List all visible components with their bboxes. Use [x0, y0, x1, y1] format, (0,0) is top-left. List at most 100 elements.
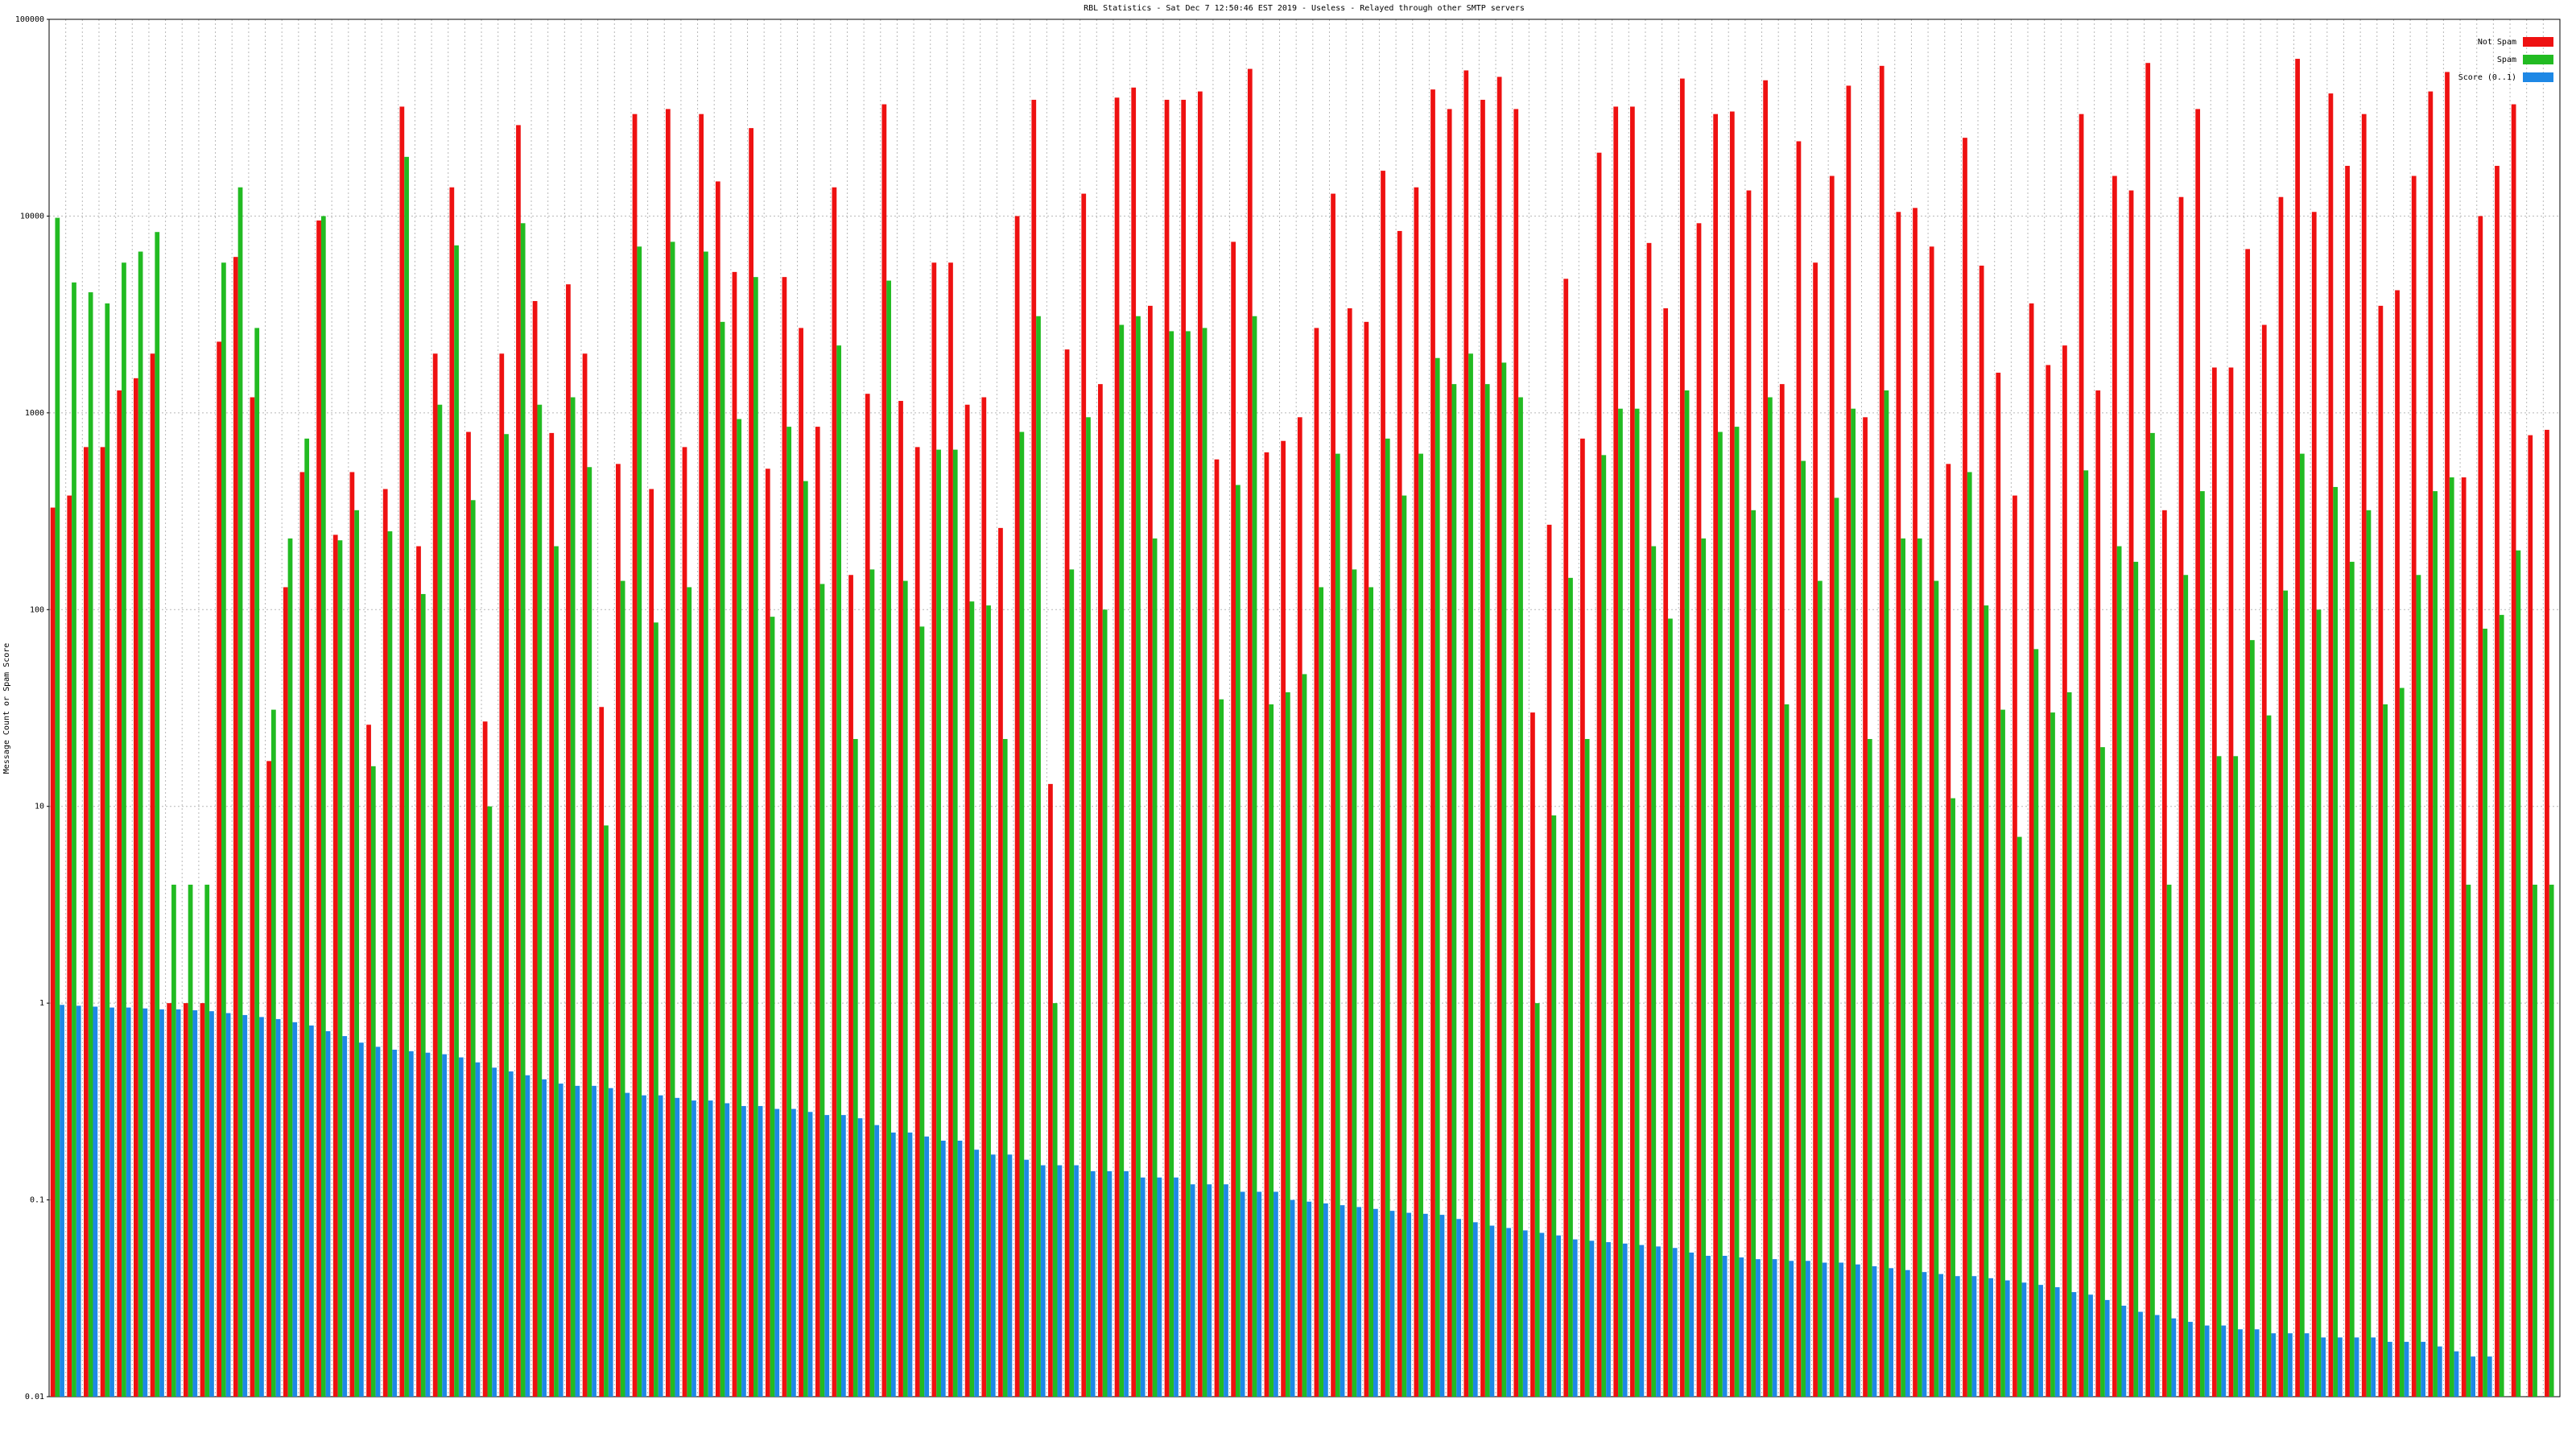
bar	[1813, 262, 1818, 1397]
bar	[1219, 699, 1224, 1397]
bar	[1817, 580, 1823, 1397]
bar	[807, 1112, 813, 1397]
bar	[1468, 353, 1473, 1397]
bar	[209, 1011, 214, 1397]
bar	[1530, 712, 1535, 1397]
bar	[188, 884, 193, 1397]
bar	[1522, 1230, 1528, 1397]
bar	[2250, 640, 2255, 1397]
bar	[2378, 305, 2384, 1397]
bar	[320, 216, 326, 1397]
bar	[366, 724, 371, 1397]
bar	[2311, 212, 2317, 1397]
bar	[2445, 72, 2450, 1397]
bar	[466, 431, 471, 1397]
bar	[1879, 65, 1885, 1397]
bar	[2545, 429, 2549, 1397]
bar	[2178, 196, 2184, 1397]
bar	[1955, 1276, 1960, 1397]
bar	[492, 1067, 497, 1397]
bar	[304, 438, 310, 1397]
bar	[138, 251, 143, 1397]
bar	[886, 280, 891, 1397]
bar	[753, 277, 758, 1397]
legend-label: Spam	[2497, 56, 2516, 64]
bar	[217, 341, 222, 1397]
y-tick-label: 0.01	[25, 1393, 44, 1402]
bar	[1929, 246, 1934, 1397]
bar	[2411, 175, 2417, 1397]
bar	[416, 546, 421, 1397]
bar	[1979, 265, 1984, 1397]
bar	[1090, 1170, 1096, 1397]
bar	[325, 1031, 331, 1397]
bar	[616, 464, 621, 1397]
bar	[1257, 1191, 1262, 1397]
bar	[803, 481, 808, 1397]
bar	[1556, 1235, 1561, 1397]
bar	[998, 527, 1003, 1397]
bar	[2121, 1305, 2127, 1397]
bar	[250, 397, 255, 1397]
bar	[914, 447, 920, 1397]
bar	[1946, 464, 1951, 1397]
bar	[2145, 63, 2151, 1397]
bar	[159, 1009, 164, 1397]
bar	[454, 245, 459, 1397]
bar	[2029, 303, 2034, 1397]
bar	[1656, 1246, 1661, 1397]
y-tick-label: 1	[39, 999, 44, 1008]
bar	[2383, 704, 2388, 1397]
bar	[1356, 1207, 1362, 1397]
bar	[1729, 111, 1735, 1397]
bar	[270, 709, 276, 1397]
bar	[865, 394, 870, 1397]
bar	[1186, 331, 1191, 1397]
bar	[542, 1079, 547, 1397]
bar	[2104, 1299, 2110, 1397]
bar	[537, 404, 543, 1397]
bar	[1718, 431, 1723, 1397]
bar	[387, 531, 393, 1397]
bar	[2421, 1341, 2426, 1397]
legend-label: Not Spam	[2478, 38, 2516, 47]
bar	[1684, 390, 1690, 1397]
bar	[732, 271, 737, 1397]
bar	[1224, 1184, 1228, 1397]
bar	[704, 251, 708, 1397]
y-tick-label: 10	[35, 803, 44, 811]
bar	[765, 469, 770, 1397]
bar	[1772, 1259, 1777, 1397]
bar	[1630, 106, 1635, 1397]
bar	[1756, 1259, 1761, 1397]
bar	[1872, 1266, 1877, 1397]
bar	[658, 1095, 663, 1397]
bar	[437, 404, 443, 1397]
bar	[192, 1009, 198, 1397]
bar	[874, 1125, 880, 1397]
bar	[952, 449, 958, 1397]
bar	[1967, 472, 1972, 1397]
bar	[1863, 417, 1868, 1397]
bar	[1381, 171, 1385, 1397]
bar	[665, 109, 671, 1397]
bar	[55, 217, 60, 1397]
bar	[470, 500, 476, 1397]
bar	[1801, 460, 1806, 1397]
bar	[1368, 587, 1373, 1397]
bar	[1036, 316, 1041, 1397]
bar	[1364, 321, 1369, 1397]
bar	[852, 739, 858, 1397]
bar	[758, 1105, 763, 1397]
bar	[520, 223, 526, 1397]
y-tick-label: 0.1	[30, 1196, 44, 1205]
bar	[2238, 1329, 2243, 1397]
bar	[200, 1003, 205, 1397]
bar	[93, 1006, 98, 1397]
bar	[1796, 141, 1802, 1397]
bar	[2116, 546, 2122, 1397]
bar	[1789, 1261, 1794, 1397]
y-tick-label: 10000	[20, 212, 44, 221]
bar	[72, 282, 76, 1397]
